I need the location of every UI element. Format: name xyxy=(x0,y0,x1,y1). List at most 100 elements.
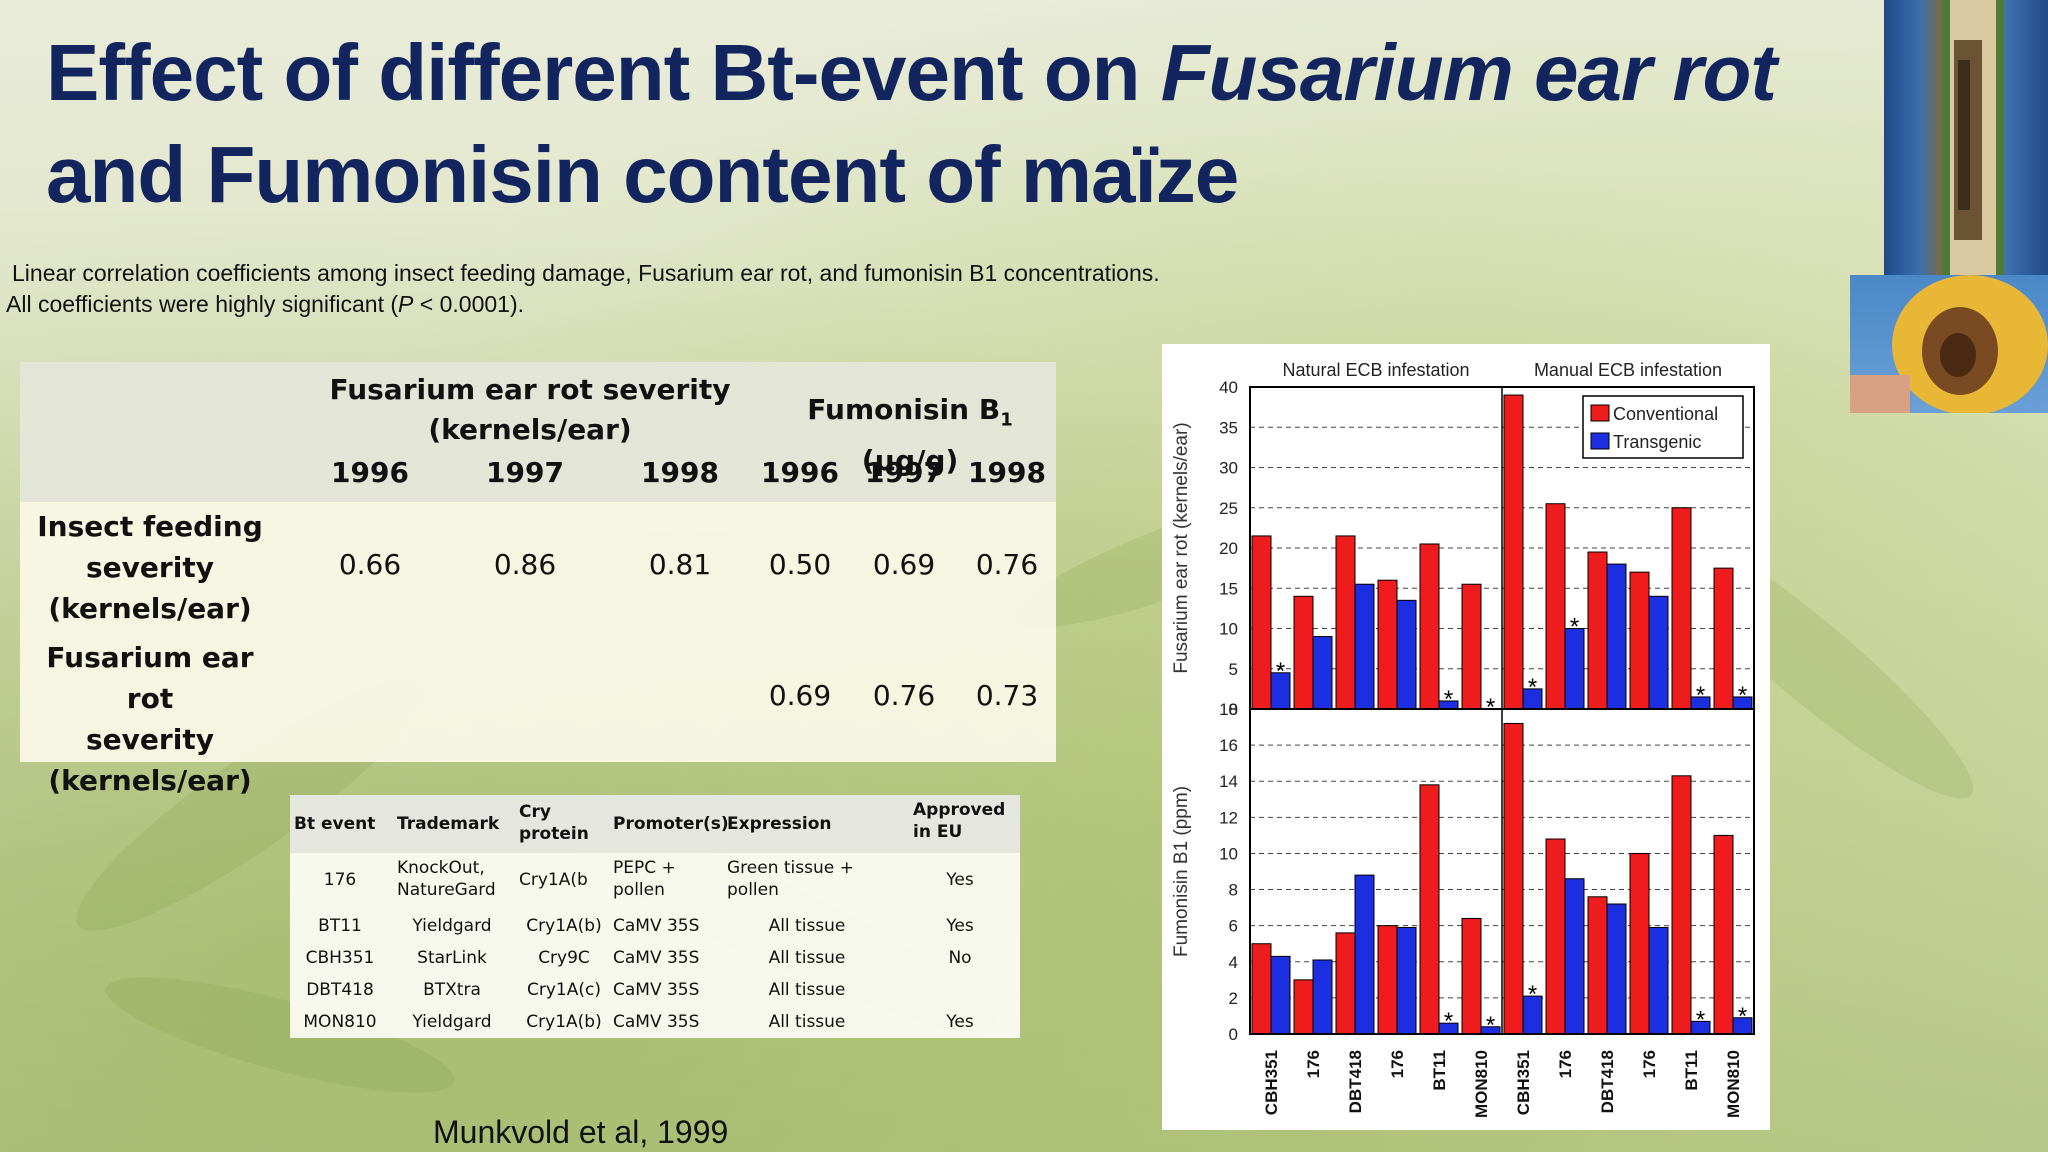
bar-conventional xyxy=(1503,394,1524,710)
table-cell: 176 xyxy=(323,870,357,890)
y-axis-label: Fumonisin B1 (ppm) xyxy=(1171,786,1192,957)
y-tick-label: 8 xyxy=(1229,881,1238,900)
table-cell: 0.50 xyxy=(768,548,832,581)
bar-transgenic xyxy=(1606,563,1627,710)
bar-transgenic xyxy=(1354,583,1375,710)
significance-asterisk: * xyxy=(1738,1003,1747,1030)
corn-ear-photo xyxy=(1850,275,2048,413)
x-tick-label: BT11 xyxy=(1682,1050,1701,1091)
y-tick-label: 5 xyxy=(1229,660,1238,679)
table-cell: DBT418 xyxy=(306,980,374,1000)
table-cell: Cry1A(c) xyxy=(527,980,601,1000)
bar-conventional xyxy=(1713,567,1734,710)
significance-asterisk: * xyxy=(1738,682,1747,709)
col-header-expression: Expression xyxy=(727,814,832,834)
significance-asterisk: * xyxy=(1570,614,1579,641)
bar-conventional xyxy=(1293,979,1314,1035)
section-label-manual: Manual ECB infestation xyxy=(1534,360,1722,380)
legend-swatch-transgenic xyxy=(1590,432,1610,450)
x-tick-label: 176 xyxy=(1304,1050,1323,1078)
bar-conventional xyxy=(1629,571,1650,710)
table-cell: All tissue xyxy=(768,980,846,1000)
table-caption: Linear correlation coefficients among in… xyxy=(6,258,1306,320)
y-tick-label: 35 xyxy=(1219,418,1238,437)
legend-swatch-conventional xyxy=(1590,404,1610,422)
y-tick-label: 25 xyxy=(1219,499,1238,518)
table-cell: No xyxy=(948,948,972,968)
table-cell: MON810 xyxy=(303,1012,377,1032)
col-header-trademark: Trademark xyxy=(397,814,500,834)
significance-asterisk: * xyxy=(1486,1012,1495,1039)
y-tick-label: 14 xyxy=(1219,772,1238,791)
table-cell: All tissue xyxy=(768,1012,846,1032)
y-tick-label: 40 xyxy=(1219,378,1238,397)
x-tick-label: CBH351 xyxy=(1262,1050,1281,1115)
table-cell: 0.73 xyxy=(975,679,1039,712)
bar-conventional xyxy=(1377,925,1398,1035)
x-tick-label: MON810 xyxy=(1472,1050,1491,1118)
bar-conventional xyxy=(1377,579,1398,710)
correlation-table: Fusarium ear rot severity (kernels/ear) F… xyxy=(20,362,1056,797)
table-cell: Cry9C xyxy=(538,948,590,968)
bar-transgenic xyxy=(1312,636,1333,710)
x-tick-label: DBT418 xyxy=(1598,1050,1617,1113)
bar-conventional xyxy=(1251,943,1272,1035)
significance-asterisk: * xyxy=(1528,674,1537,701)
correlation-table-header xyxy=(20,362,1056,502)
bar-conventional xyxy=(1335,535,1356,710)
title-text: Effect of different Bt-event on xyxy=(46,28,1161,117)
bar-conventional xyxy=(1419,784,1440,1035)
table-cell: Yieldgard xyxy=(412,916,492,936)
bar-transgenic xyxy=(1354,874,1375,1035)
legend-label-conventional: Conventional xyxy=(1613,404,1718,424)
col-header-cry-protein: Cry protein xyxy=(519,802,589,844)
table-cell: 0.86 xyxy=(493,548,557,581)
caption-line-2: All coefficients were highly significant… xyxy=(6,291,524,317)
legend-box xyxy=(1582,395,1744,459)
header-fusarium-severity: Fusarium ear rot severity (kernels/ear) xyxy=(329,373,731,446)
table-cell: CaMV 35S xyxy=(613,916,700,936)
bar-transgenic xyxy=(1648,926,1669,1035)
bar-transgenic xyxy=(1396,599,1417,710)
table-cell: Green tissue + pollen xyxy=(727,858,854,900)
y-axis-label: Fusarium ear rot (kernels/ear) xyxy=(1171,422,1192,673)
year-header: 1998 xyxy=(641,456,719,489)
x-tick-label: 176 xyxy=(1556,1050,1575,1078)
legend-label-transgenic: Transgenic xyxy=(1613,432,1701,452)
bar-conventional xyxy=(1503,722,1524,1035)
y-tick-label: 18 xyxy=(1219,700,1238,719)
y-tick-label: 20 xyxy=(1219,539,1238,558)
bar-transgenic xyxy=(1396,926,1417,1035)
y-tick-label: 12 xyxy=(1219,808,1238,827)
bt-event-table: Bt event Trademark Cry protein Promoter(… xyxy=(290,795,1020,1038)
bar-transgenic xyxy=(1606,903,1627,1035)
x-tick-label: CBH351 xyxy=(1514,1050,1533,1115)
year-header: 1997 xyxy=(486,456,564,489)
bar-conventional xyxy=(1335,932,1356,1035)
bar-conventional xyxy=(1251,535,1272,710)
x-tick-label: 176 xyxy=(1388,1050,1407,1078)
y-tick-label: 0 xyxy=(1229,700,1238,719)
x-tick-label: BT11 xyxy=(1430,1050,1449,1091)
y-tick-label: 6 xyxy=(1229,917,1238,936)
y-tick-label: 0 xyxy=(1229,1025,1238,1044)
year-header: 1996 xyxy=(761,456,839,489)
bar-conventional xyxy=(1545,838,1566,1035)
significance-asterisk: * xyxy=(1444,686,1453,713)
bar-conventional xyxy=(1713,834,1734,1035)
table-cell: Cry1A(b xyxy=(519,870,588,890)
x-tick-label: MON810 xyxy=(1724,1050,1743,1118)
bar-transgenic xyxy=(1564,878,1585,1035)
bar-conventional xyxy=(1545,503,1566,710)
table-cell: KnockOut, NatureGard xyxy=(397,858,496,900)
bar-conventional xyxy=(1629,852,1650,1035)
table-cell: PEPC + pollen xyxy=(613,858,676,900)
table-cell: Cry1A(b) xyxy=(526,1012,602,1032)
x-tick-label: 176 xyxy=(1640,1050,1659,1078)
y-tick-label: 15 xyxy=(1219,579,1238,598)
table-cell: All tissue xyxy=(768,916,846,936)
bar-conventional xyxy=(1587,896,1608,1035)
bar-conventional xyxy=(1461,583,1482,710)
bar-chart-panel: 0 5 10 15 20 25 30 35 40 * * * * * * * Fusarium ear rot … xyxy=(1162,344,1770,1130)
bar-conventional xyxy=(1419,543,1440,710)
